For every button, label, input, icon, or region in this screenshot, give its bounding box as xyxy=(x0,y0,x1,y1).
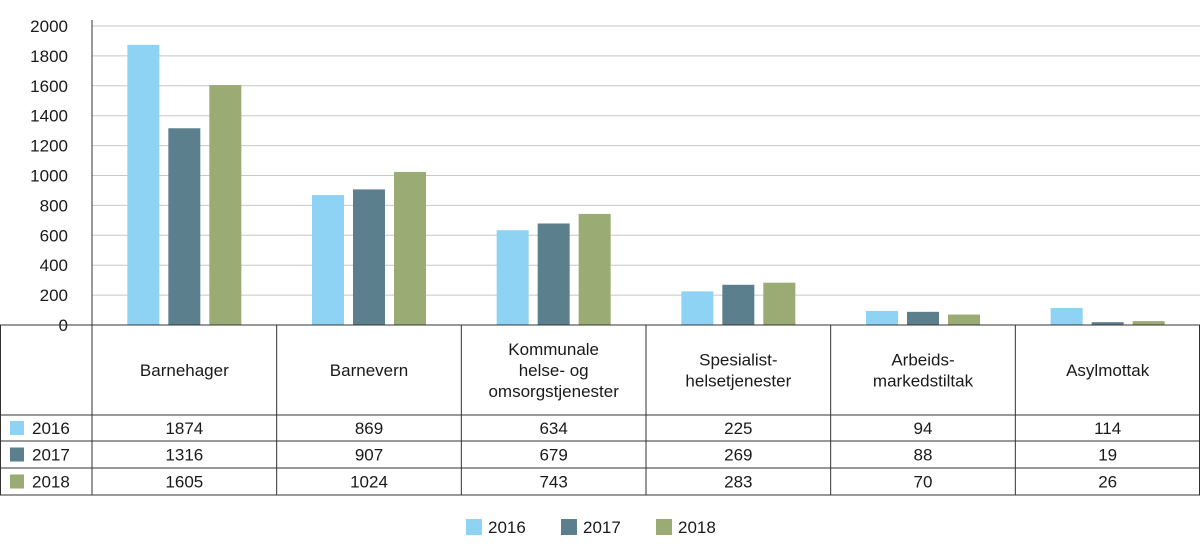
x-tick-label: helsetjenester xyxy=(685,372,791,391)
bar xyxy=(763,282,796,325)
data-label: 869 xyxy=(355,419,383,438)
bar xyxy=(578,213,611,325)
data-label: 269 xyxy=(724,446,752,465)
x-tick-label: Spesialist- xyxy=(699,351,777,370)
y-tick-label: 200 xyxy=(40,286,68,305)
x-tick-label: helse- og xyxy=(519,361,589,380)
table-series-label: 2016 xyxy=(32,419,70,438)
bar xyxy=(722,284,755,325)
x-tick-label: Arbeids- xyxy=(891,351,954,370)
legend-swatch xyxy=(466,519,482,535)
data-label: 907 xyxy=(355,446,383,465)
data-label: 1024 xyxy=(350,473,388,492)
x-tick-label: omsorgstjenester xyxy=(488,382,619,401)
bar xyxy=(1132,321,1165,325)
data-label: 743 xyxy=(539,473,567,492)
legend-swatch xyxy=(561,519,577,535)
table-legend-key xyxy=(10,474,24,489)
data-label: 283 xyxy=(724,473,752,492)
bar xyxy=(1091,322,1124,325)
legend-label: 2017 xyxy=(583,518,621,537)
data-label: 1874 xyxy=(165,419,203,438)
table-series-label: 2018 xyxy=(32,473,70,492)
bar xyxy=(312,195,344,325)
data-label: 1605 xyxy=(165,473,203,492)
table-legend-key xyxy=(10,421,24,435)
y-tick-label: 1200 xyxy=(30,137,68,156)
bar xyxy=(948,314,980,325)
data-label: 26 xyxy=(1098,473,1117,492)
data-label: 679 xyxy=(539,446,567,465)
x-tick-label: Kommunale xyxy=(508,340,599,359)
data-label: 114 xyxy=(1094,419,1121,438)
y-tick-label: 1600 xyxy=(30,77,68,96)
data-label: 94 xyxy=(914,419,933,438)
bar xyxy=(209,85,242,326)
bar xyxy=(866,310,898,325)
data-label: 88 xyxy=(914,446,933,465)
x-tick-label: Asylmottak xyxy=(1066,361,1150,380)
y-tick-label: 400 xyxy=(40,256,68,275)
bar xyxy=(496,230,529,325)
x-tick-label: markedstiltak xyxy=(873,372,974,391)
y-tick-label: 1800 xyxy=(30,47,68,66)
table-legend-key xyxy=(10,447,24,462)
data-label: 1316 xyxy=(165,446,203,465)
bar xyxy=(127,44,160,325)
bar xyxy=(681,291,714,325)
data-label: 70 xyxy=(914,473,933,492)
bar xyxy=(353,189,385,325)
data-label: 225 xyxy=(724,419,752,438)
y-tick-label: 600 xyxy=(40,226,68,245)
bar xyxy=(537,223,570,325)
bar xyxy=(907,311,939,325)
legend-label: 2016 xyxy=(488,518,526,537)
data-label: 634 xyxy=(539,419,567,438)
x-tick-label: Barnehager xyxy=(140,361,229,380)
y-tick-label: 1000 xyxy=(30,167,68,186)
bar xyxy=(394,171,426,325)
bar xyxy=(1050,307,1083,325)
y-tick-label: 800 xyxy=(40,196,68,215)
y-tick-label: 1400 xyxy=(30,107,68,126)
data-label: 19 xyxy=(1098,446,1117,465)
bar xyxy=(168,128,201,325)
x-tick-label: Barnevern xyxy=(330,361,408,380)
table-series-label: 2017 xyxy=(32,446,70,465)
y-tick-label: 2000 xyxy=(30,17,68,36)
legend-label: 2018 xyxy=(678,518,716,537)
legend-swatch xyxy=(656,519,672,535)
